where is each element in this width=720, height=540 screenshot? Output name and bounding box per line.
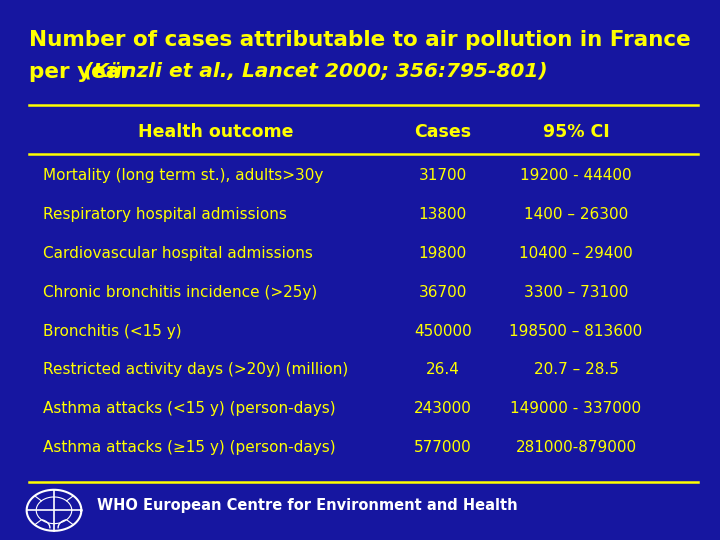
Text: 95% CI: 95% CI [543,123,609,141]
Text: 149000 - 337000: 149000 - 337000 [510,401,642,416]
Text: 1400 – 26300: 1400 – 26300 [524,207,628,222]
Text: 577000: 577000 [414,440,472,455]
Text: 198500 – 813600: 198500 – 813600 [509,323,643,339]
Text: 36700: 36700 [418,285,467,300]
Text: Asthma attacks (<15 y) (person-days): Asthma attacks (<15 y) (person-days) [43,401,336,416]
Text: 10400 – 29400: 10400 – 29400 [519,246,633,261]
Text: Cases: Cases [414,123,472,141]
Text: Number of cases attributable to air pollution in France: Number of cases attributable to air poll… [29,30,690,50]
Text: Cardiovascular hospital admissions: Cardiovascular hospital admissions [43,246,313,261]
Text: Chronic bronchitis incidence (>25y): Chronic bronchitis incidence (>25y) [43,285,318,300]
Text: 19800: 19800 [418,246,467,261]
Text: 243000: 243000 [414,401,472,416]
Text: 450000: 450000 [414,323,472,339]
Text: (Künzli et al., Lancet 2000; 356:795-801): (Künzli et al., Lancet 2000; 356:795-801… [84,62,547,81]
Text: 281000-879000: 281000-879000 [516,440,636,455]
Text: 20.7 – 28.5: 20.7 – 28.5 [534,362,618,377]
Text: Asthma attacks (≥15 y) (person-days): Asthma attacks (≥15 y) (person-days) [43,440,336,455]
Text: 19200 - 44400: 19200 - 44400 [520,168,632,183]
Text: Health outcome: Health outcome [138,123,294,141]
Text: Mortality (long term st.), adults>30y: Mortality (long term st.), adults>30y [43,168,323,183]
Text: Restricted activity days (>20y) (million): Restricted activity days (>20y) (million… [43,362,348,377]
Text: 3300 – 73100: 3300 – 73100 [524,285,628,300]
Text: 26.4: 26.4 [426,362,460,377]
Text: 31700: 31700 [418,168,467,183]
Text: 13800: 13800 [418,207,467,222]
Text: per year: per year [29,62,138,82]
Text: Respiratory hospital admissions: Respiratory hospital admissions [43,207,287,222]
Text: WHO European Centre for Environment and Health: WHO European Centre for Environment and … [97,498,518,514]
Text: Bronchitis (<15 y): Bronchitis (<15 y) [43,323,182,339]
